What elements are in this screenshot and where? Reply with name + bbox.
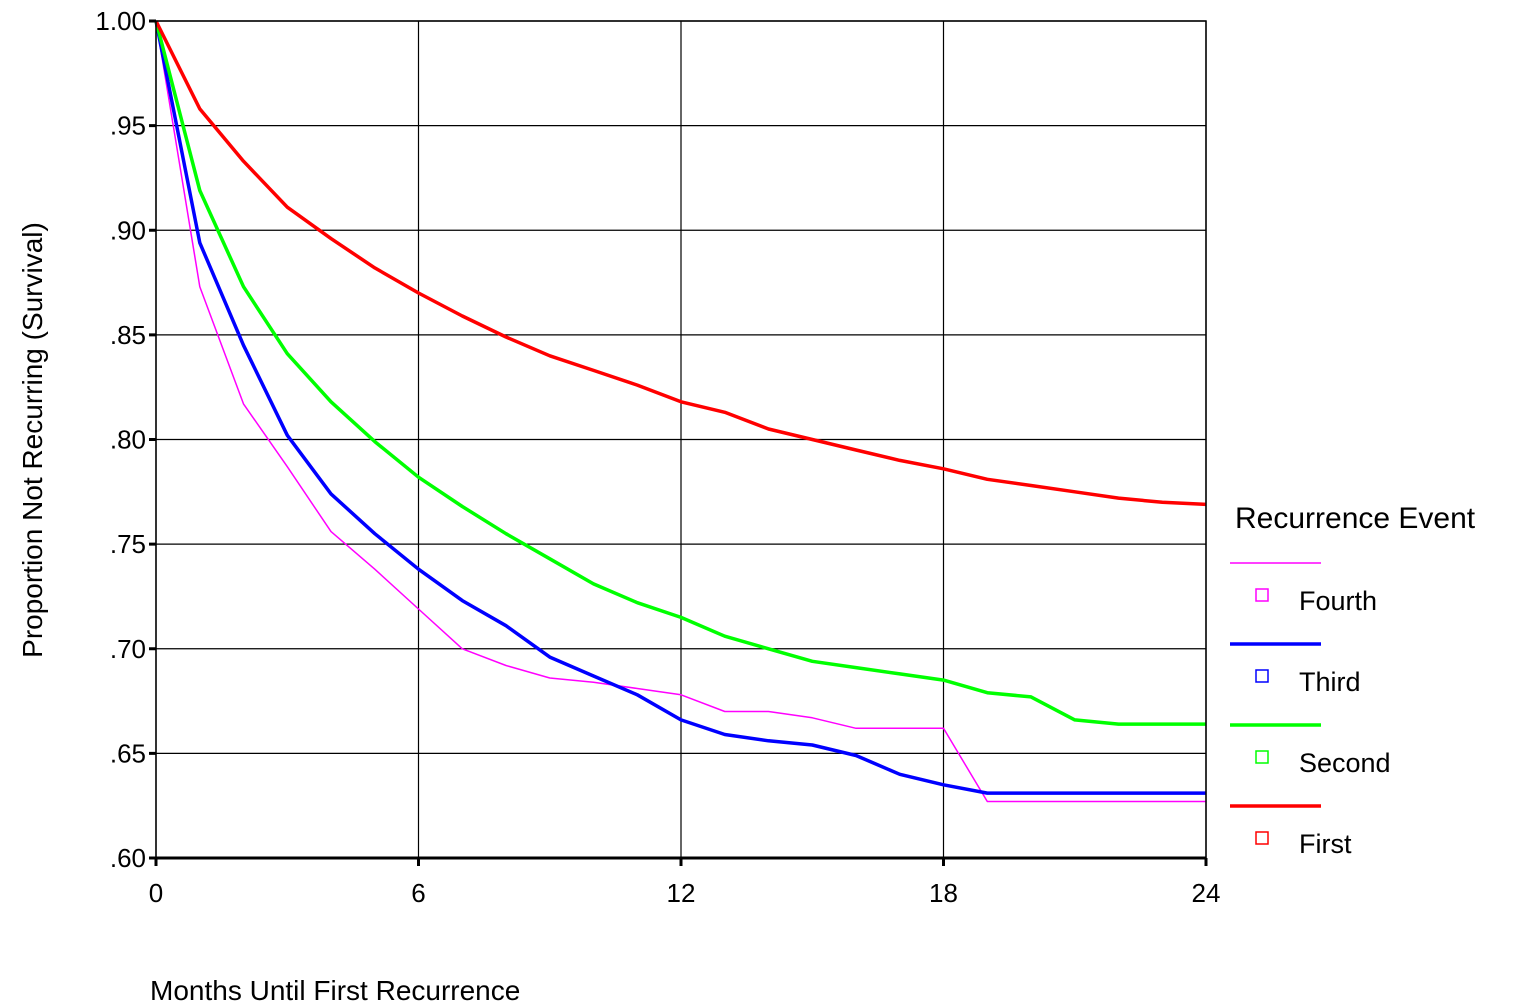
y-tick-label: .90 xyxy=(110,215,146,245)
legend: Recurrence Event Fourth Third Second First xyxy=(1230,502,1476,859)
y-tick-label: .75 xyxy=(110,529,146,559)
x-tick-label: 0 xyxy=(149,878,163,908)
x-tick-label: 6 xyxy=(411,878,425,908)
x-tick-label: 12 xyxy=(667,878,696,908)
tick-labels: .60 .65 .70 .75 .80 .85 .90 .95 1.00 0 6 12 18 24 xyxy=(95,6,1220,908)
legend-marker-third xyxy=(1255,669,1269,683)
legend-items: Fourth Third Second First xyxy=(1230,562,1391,859)
legend-marker-fourth xyxy=(1255,588,1269,602)
legend-marker-first xyxy=(1255,831,1269,845)
series-lines xyxy=(154,20,1207,803)
y-tick-label: .85 xyxy=(110,320,146,350)
legend-marker-second xyxy=(1255,750,1269,764)
x-axis-title: Months Until First Recurrence xyxy=(150,975,520,1006)
series-line-first xyxy=(154,20,1207,507)
legend-title: Recurrence Event xyxy=(1235,502,1476,535)
y-tick-label: .65 xyxy=(110,738,146,768)
series-line-second xyxy=(154,20,1206,726)
y-axis-title: Proportion Not Recurring (Survival) xyxy=(17,222,48,658)
y-tick-label: 1.00 xyxy=(95,6,146,36)
legend-label-third: Third xyxy=(1299,667,1361,697)
y-tick-label: .80 xyxy=(110,425,146,455)
legend-label-fourth: Fourth xyxy=(1299,586,1377,616)
series-line-fourth xyxy=(155,20,1206,803)
legend-label-first: First xyxy=(1299,829,1352,859)
y-tick-label: .60 xyxy=(110,843,146,873)
legend-label-second: Second xyxy=(1299,748,1391,778)
x-tick-label: 24 xyxy=(1192,878,1221,908)
y-tick-label: .70 xyxy=(110,634,146,664)
series-line-third xyxy=(154,20,1206,795)
tick-marks xyxy=(149,19,1208,866)
x-tick-label: 18 xyxy=(929,878,958,908)
grid-lines xyxy=(155,20,1207,859)
y-tick-label: .95 xyxy=(110,111,146,141)
